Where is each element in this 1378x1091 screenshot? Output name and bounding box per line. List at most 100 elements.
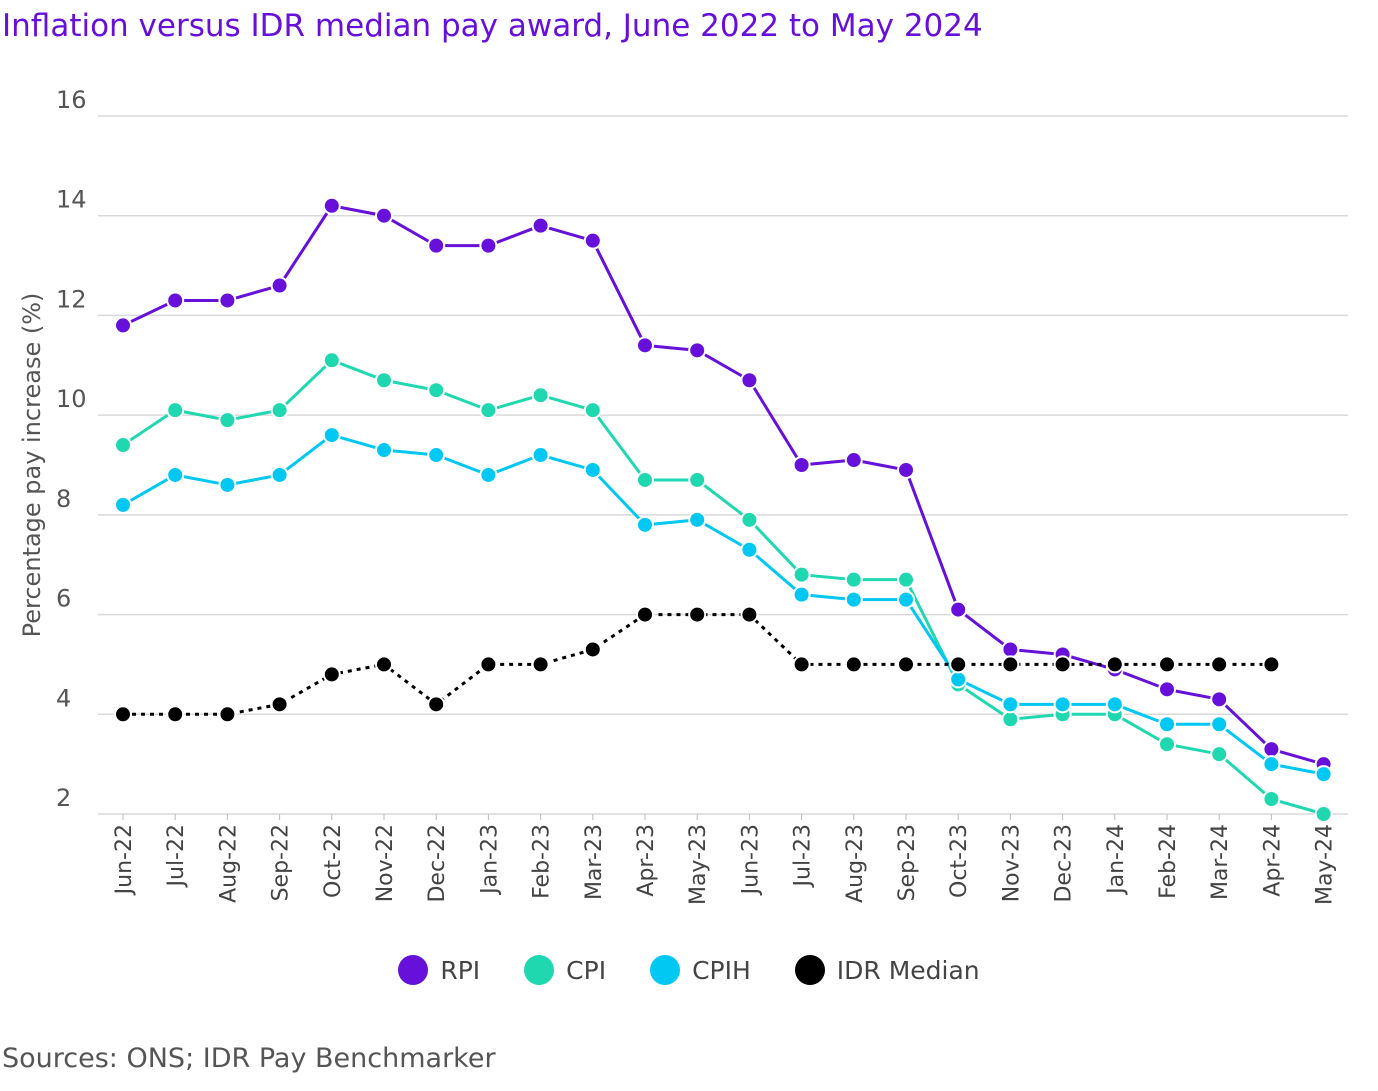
- data-point: [1210, 745, 1229, 764]
- data-point: [375, 206, 393, 225]
- data-point: [844, 655, 863, 674]
- x-axis-ticks: Jun-22 Jul-22 Aug-22 Sep-22 Oct-22 Nov-22 Dec-…: [112, 814, 1338, 905]
- x-tick-label: Jun-22: [112, 824, 137, 896]
- data-point: [792, 456, 811, 474]
- data-point: [322, 426, 341, 445]
- data-point: [1158, 655, 1176, 674]
- x-tick-label: Feb-24: [1156, 824, 1181, 899]
- data-point: [479, 236, 498, 255]
- legend: RPI CPI CPIH IDR Median: [0, 955, 1378, 985]
- series-cpih: [114, 426, 1333, 784]
- data-point: [1001, 695, 1020, 714]
- y-axis-ticks: 2 4 6 8 10 12 14 16: [56, 86, 87, 812]
- series-line: [122, 204, 1325, 766]
- legend-swatch: [524, 955, 555, 985]
- x-tick-label: Jan-24: [1104, 824, 1129, 896]
- data-point: [1105, 655, 1124, 674]
- data-point: [166, 705, 185, 724]
- x-tick-label: Mar-24: [1208, 824, 1233, 900]
- data-point: [427, 695, 446, 714]
- data-point: [531, 386, 550, 405]
- data-point: [1105, 695, 1124, 714]
- data-point: [218, 411, 237, 430]
- data-point: [792, 655, 811, 674]
- data-point: [479, 401, 498, 420]
- data-point: [218, 705, 237, 724]
- series-line: [122, 433, 1324, 776]
- y-tick-label: 4: [56, 684, 71, 712]
- data-point: [1053, 695, 1072, 714]
- data-point: [1314, 765, 1333, 784]
- series-line: [123, 613, 1272, 716]
- data-point: [844, 590, 863, 609]
- series-rpi: [114, 196, 1333, 774]
- legend-label: RPI: [440, 955, 481, 985]
- x-tick-label: Jul-23: [791, 824, 816, 888]
- x-tick-label: Sep-22: [269, 824, 294, 901]
- y-tick-label: 2: [56, 784, 71, 812]
- data-point: [270, 695, 289, 714]
- x-tick-label: Mar-23: [582, 824, 607, 900]
- data-point: [636, 515, 654, 534]
- x-tick-label: Dec-23: [1052, 824, 1077, 903]
- series-cpi: [114, 351, 1333, 823]
- data-point: [636, 336, 654, 355]
- data-point: [688, 341, 707, 360]
- x-tick-label: Feb-23: [530, 824, 555, 899]
- data-point: [740, 510, 759, 529]
- x-tick-label: Nov-23: [999, 824, 1024, 902]
- data-point: [427, 381, 446, 400]
- data-point: [1210, 690, 1229, 709]
- data-point: [479, 655, 498, 674]
- data-point: [1210, 715, 1229, 734]
- series-idr-median: [114, 605, 1281, 724]
- data-point: [114, 705, 132, 724]
- data-point: [1158, 715, 1176, 734]
- data-point: [1314, 805, 1333, 823]
- data-point: [1158, 735, 1176, 754]
- data-point: [270, 401, 289, 420]
- chart-title: Inflation versus IDR median pay award, J…: [2, 8, 983, 44]
- data-point: [897, 590, 915, 609]
- legend-item: RPI: [398, 955, 480, 985]
- data-point: [583, 460, 602, 479]
- data-point: [1158, 680, 1176, 699]
- data-point: [114, 316, 132, 335]
- data-point: [427, 236, 446, 255]
- x-tick-label: Oct-23: [947, 824, 972, 898]
- y-tick-label: 16: [56, 86, 87, 114]
- data-point: [897, 460, 915, 479]
- data-point: [844, 451, 863, 470]
- data-point: [897, 570, 915, 589]
- x-tick-label: May-24: [1313, 824, 1338, 905]
- y-tick-label: 14: [56, 186, 87, 214]
- data-point: [688, 605, 707, 624]
- x-tick-label: Nov-22: [373, 824, 398, 902]
- data-point: [531, 216, 550, 235]
- data-point: [740, 540, 759, 559]
- data-point: [1262, 790, 1281, 809]
- series-line: [122, 358, 1325, 816]
- data-point: [375, 441, 393, 460]
- x-tick-label: Jun-23: [738, 824, 763, 896]
- x-tick-label: Apr-23: [634, 824, 659, 897]
- source-note: Sources: ONS; IDR Pay Benchmarker: [2, 1043, 496, 1074]
- data-point: [897, 655, 915, 674]
- data-point: [636, 470, 654, 489]
- data-point: [1001, 710, 1020, 729]
- data-point: [375, 655, 393, 674]
- data-point: [166, 401, 185, 420]
- legend-swatch: [398, 955, 429, 985]
- data-point: [114, 495, 132, 514]
- x-tick-label: Jan-23: [477, 824, 502, 896]
- data-point: [949, 655, 968, 674]
- data-point: [1001, 655, 1020, 674]
- data-point: [740, 605, 759, 624]
- y-tick-label: 12: [56, 285, 87, 313]
- data-point: [583, 401, 602, 420]
- data-point: [479, 465, 498, 484]
- data-point: [792, 565, 811, 584]
- x-tick-label: Jul-22: [164, 824, 189, 888]
- legend-label: IDR Median: [836, 955, 980, 985]
- legend-label: CPI: [566, 955, 607, 985]
